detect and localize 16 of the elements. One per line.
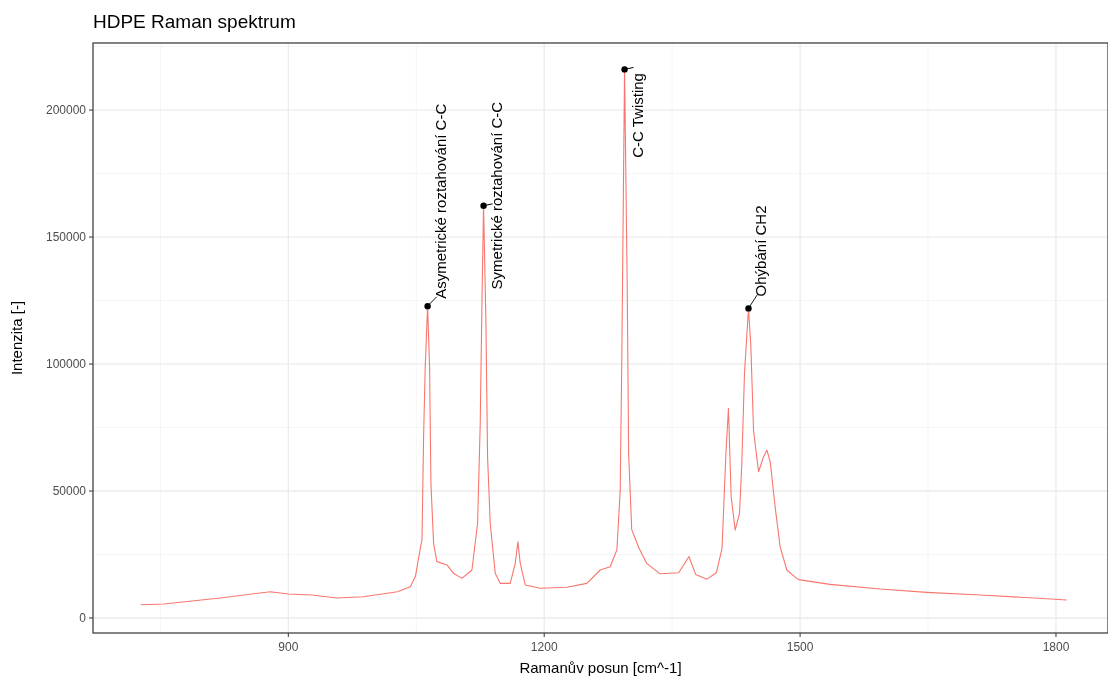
y-tick-label: 200000	[45, 103, 87, 118]
x-axis-title: Ramanův posun [cm^-1]	[519, 659, 682, 676]
y-tick-label: 50000	[52, 484, 87, 499]
x-tick-label: 1800	[1042, 640, 1070, 654]
x-tick-label: 1500	[786, 640, 814, 654]
y-tick-label: 100000	[45, 357, 87, 372]
annotation: Ohýbání CH2	[752, 205, 770, 297]
x-tick-label: 1200	[530, 640, 558, 654]
annotation: Symetrické roztahování C-C	[487, 101, 505, 290]
annotation: Asymetrické roztahování C-C	[431, 103, 449, 299]
annotation: C-C Twisting	[628, 73, 646, 158]
y-tick-label: 0	[79, 611, 87, 626]
y-tick-label: 150000	[45, 230, 87, 245]
chart-title: HDPE Raman spektrum	[93, 11, 296, 32]
x-tick-label: 900	[278, 640, 299, 654]
y-axis-title: Intenzita [-]	[8, 300, 25, 376]
